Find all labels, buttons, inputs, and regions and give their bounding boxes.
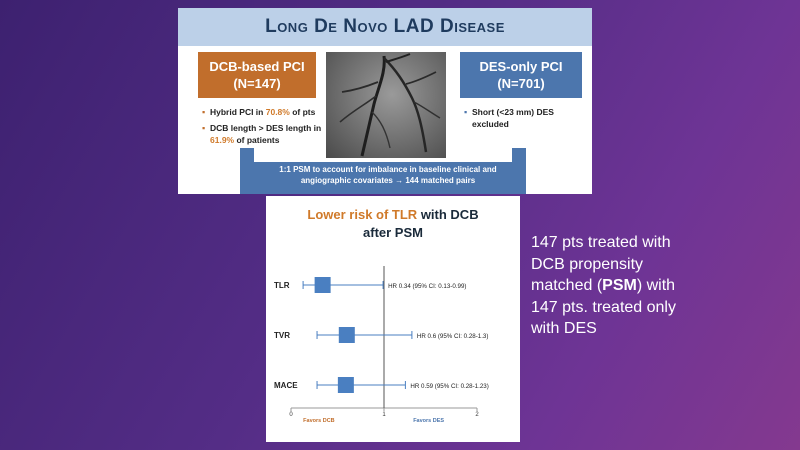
hr-point — [337, 377, 354, 393]
psm-arrow-shape — [240, 148, 526, 194]
bullet-icon: ▪ — [464, 107, 468, 117]
bullet-icon: ▪ — [202, 107, 206, 117]
angiogram-image — [326, 52, 446, 158]
favors-des-label: Favors DES — [413, 418, 444, 424]
des-bullets: ▪ Short (<23 mm) DES excluded — [464, 106, 584, 134]
title-bar: Long De Novo LAD Disease — [178, 8, 592, 46]
slide-title: Long De Novo LAD Disease — [265, 16, 505, 37]
x-tick-label: 2 — [475, 412, 479, 418]
dcb-group-name: DCB-based PCI — [209, 59, 305, 74]
psm-description: 1:1 PSM to account for imbalance in base… — [279, 165, 497, 185]
list-item: ▪ Hybrid PCI in 70.8% of pts — [202, 107, 316, 117]
des-group-n: (N=701) — [497, 76, 545, 91]
row-label: TLR — [274, 281, 290, 290]
bullet-icon: ▪ — [202, 123, 206, 133]
list-item: ▪ DCB length > DES length in 61.9% of pa… — [202, 123, 322, 145]
forest-plot: 0 1 2 TLR HR 0.34 (95% CI: 0.13-0.99) TVR HR 0… — [274, 266, 489, 424]
forest-plot-panel: Lower risk of TLR with DCB after PSM 0 1 2… — [266, 196, 520, 442]
hr-label: HR 0.6 (95% CI: 0.28-1.3) — [417, 333, 489, 340]
hr-point — [338, 327, 355, 343]
summary-caption: 147 pts treated with DCB propensity matc… — [531, 234, 676, 337]
dcb-group-n: (N=147) — [233, 76, 281, 91]
favors-dcb-label: Favors DCB — [303, 418, 335, 424]
x-tick-label: 0 — [289, 412, 293, 418]
hr-point — [314, 277, 331, 293]
x-tick-label: 1 — [382, 412, 386, 418]
hr-label: HR 0.59 (95% CI: 0.28-1.23) — [410, 383, 488, 390]
plot-title: Lower risk of TLR with DCB after PSM — [307, 207, 479, 240]
des-group-box: DES-only PCI (N=701) — [460, 52, 582, 98]
hr-label: HR 0.34 (95% CI: 0.13-0.99) — [388, 283, 466, 290]
dcb-bullets: ▪ Hybrid PCI in 70.8% of pts ▪ DCB lengt… — [202, 106, 332, 150]
study-design-panel: Long De Novo LAD Disease DCB-based PCI (… — [178, 8, 592, 194]
dcb-group-box: DCB-based PCI (N=147) — [198, 52, 316, 98]
list-item: ▪ Short (<23 mm) DES excluded — [464, 107, 554, 129]
row-label: MACE — [274, 381, 298, 390]
des-group-name: DES-only PCI — [479, 59, 563, 74]
arrow-right-icon: → — [395, 176, 404, 185]
row-label: TVR — [274, 331, 290, 340]
